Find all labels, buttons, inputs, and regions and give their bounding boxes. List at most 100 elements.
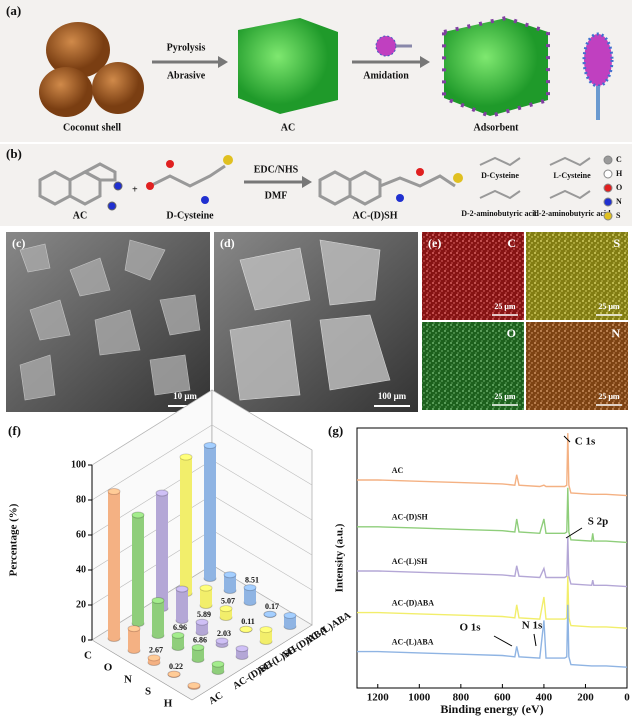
scale-label: 10 μm <box>173 391 197 401</box>
molecule-icon <box>375 35 397 57</box>
value-label: 5.89 <box>197 610 211 619</box>
bar-top <box>191 643 205 651</box>
y-tick-label: 0 <box>81 634 86 645</box>
coconut-shell <box>92 62 144 114</box>
grid-line <box>211 494 313 556</box>
legend-swatch <box>603 169 613 179</box>
grid-line <box>211 389 313 451</box>
spectrum-line <box>357 576 628 629</box>
step-label: Abrasive <box>167 70 206 81</box>
x-tick-label: 1200 <box>367 692 390 704</box>
legend-swatch <box>603 197 613 207</box>
scale-label: 100 μm <box>378 391 407 401</box>
panel-b: (b) AC + D-Cysteine EDC/NHS DMF AC-(D)SH <box>0 144 632 226</box>
structure-label: L-2-aminobutyric acid <box>533 209 611 218</box>
bar <box>152 600 164 636</box>
item-label: AC <box>281 122 295 133</box>
value-label: 2.67 <box>149 646 163 655</box>
eds-tint <box>526 322 628 410</box>
panel-label: (g) <box>328 423 343 438</box>
spectrum-line <box>357 604 628 668</box>
scale-label: 25 μm <box>494 302 516 311</box>
molecule-label: D-Cysteine <box>166 210 214 221</box>
bar <box>244 587 256 603</box>
coconut-shell <box>39 67 93 117</box>
y-tick-label: 40 <box>76 564 86 575</box>
x-tick-label: 400 <box>536 692 553 704</box>
bar-top <box>211 660 225 668</box>
value-label: 5.07 <box>221 596 235 605</box>
structure-label: D-2-aminobutyric acid <box>461 209 539 218</box>
bar-top <box>155 489 169 497</box>
legend-label: C <box>616 155 622 164</box>
spectrum-line <box>357 487 628 544</box>
molecule-zoom <box>582 32 614 88</box>
bar-top <box>131 511 145 519</box>
panel-label: (d) <box>220 236 235 250</box>
eds-tint <box>422 322 524 410</box>
bar-top <box>187 681 201 689</box>
peak-annotation: S 2p <box>588 516 609 528</box>
value-label: 8.51 <box>245 575 259 584</box>
series-label: AC <box>207 690 225 707</box>
scale-label: 25 μm <box>494 392 516 401</box>
bar <box>200 588 212 606</box>
bar-top <box>243 584 257 592</box>
bar <box>204 445 216 579</box>
bar-top <box>147 654 161 662</box>
category-label: H <box>164 698 173 710</box>
x-tick-label: 600 <box>494 692 511 704</box>
scale-label: 25 μm <box>598 302 620 311</box>
bar-top <box>283 611 297 619</box>
bar-top <box>263 610 277 618</box>
reagent-label: EDC/NHS <box>254 164 299 175</box>
grid-line <box>211 424 313 486</box>
annotation-arrow <box>493 635 513 647</box>
coconut-shell <box>46 22 110 78</box>
bar-top <box>175 585 189 593</box>
bar-top <box>179 453 193 461</box>
legend-label: S <box>616 211 621 220</box>
y-tick-label: 20 <box>76 599 86 610</box>
panel-label: (b) <box>6 146 22 161</box>
value-label: 0.11 <box>241 617 255 626</box>
y-tick-label: 60 <box>76 529 86 540</box>
bar-top <box>235 645 249 653</box>
element-label: C <box>507 236 516 250</box>
element-label: N <box>611 326 620 340</box>
bar-top <box>259 626 273 634</box>
y-tick-label: 80 <box>76 494 86 505</box>
bar <box>236 648 248 657</box>
bar <box>156 493 168 609</box>
bar <box>284 615 296 627</box>
legend-swatch <box>603 155 613 165</box>
bar <box>108 491 120 639</box>
eds-tint <box>422 232 524 320</box>
legend-label: H <box>616 169 623 178</box>
scale-label: 25 μm <box>598 392 620 401</box>
bar <box>128 628 140 651</box>
series-label: AC-(L)SH <box>392 557 428 566</box>
bar-top <box>203 442 217 449</box>
x-tick-label: 200 <box>577 692 594 704</box>
cysteine-molecule <box>146 155 233 204</box>
grid-line <box>91 389 213 466</box>
arrow-head <box>302 176 312 188</box>
bar <box>224 574 236 591</box>
panel-label: (a) <box>6 3 21 18</box>
reagent-label: DMF <box>265 190 288 201</box>
molecule-label: AC-(D)SH <box>353 210 398 221</box>
x-tick-label: 1000 <box>408 692 431 704</box>
bar-top <box>151 597 165 604</box>
ac-dsh-molecule <box>318 168 463 206</box>
legend-swatch <box>603 211 613 221</box>
bar <box>176 589 188 621</box>
panel-e: C 25 μm S 25 μm O 25 μm N 25 μm (e) <box>422 232 628 410</box>
bar <box>212 664 224 672</box>
panel-label: (f) <box>8 423 21 438</box>
grid-line <box>211 529 313 591</box>
panel-label: (e) <box>428 236 441 250</box>
